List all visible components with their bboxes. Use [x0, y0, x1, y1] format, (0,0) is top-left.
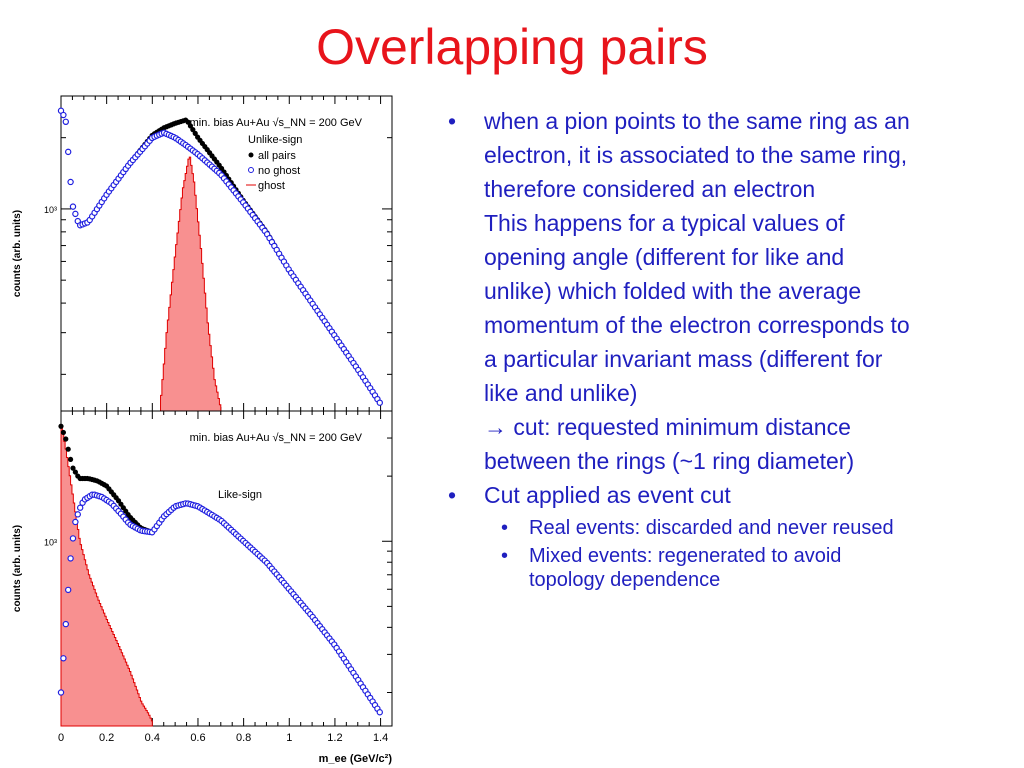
all-pairs-point — [190, 127, 196, 133]
ghost-histogram — [159, 156, 222, 412]
x-tick-label: 1.2 — [327, 732, 342, 744]
slide-title: Overlapping pairs — [316, 19, 708, 75]
sub-bullet-text-line: topology dependence — [529, 569, 721, 591]
no-ghost-point — [57, 689, 65, 696]
no-ghost-point — [76, 504, 84, 511]
y-tick-label: 10³ — [44, 537, 57, 547]
no-ghost-point — [60, 655, 67, 662]
no-ghost-point — [69, 203, 77, 210]
all-pairs-point — [67, 456, 74, 463]
bullet-marker: • — [448, 482, 457, 508]
chart-subtitle: Like-sign — [218, 489, 262, 501]
all-pairs-point — [72, 469, 78, 475]
no-ghost-point — [72, 518, 79, 526]
bullet-text-line: opening angle (different for like and — [484, 244, 845, 270]
all-pairs-point — [185, 119, 191, 125]
x-tick-label: 1 — [286, 732, 292, 744]
bullet-marker: • — [501, 545, 509, 567]
no-ghost-point — [67, 178, 74, 186]
bullet-text-line: a particular invariant mass (different f… — [484, 346, 883, 372]
all-pairs-point — [58, 423, 64, 429]
ghost-histogram — [60, 425, 153, 727]
x-tick-label: 0.4 — [145, 732, 160, 744]
no-ghost-point — [376, 709, 383, 716]
all-pairs-point — [63, 436, 69, 442]
plot-frame — [60, 95, 393, 412]
no-ghost-point — [74, 511, 81, 518]
bullet-text-line: Cut applied as event cut — [484, 482, 731, 508]
bullet-text-line: This happens for a typical values of — [484, 210, 845, 236]
all-pairs-point — [60, 429, 66, 436]
legend-label: all pairs — [258, 150, 296, 162]
legend-label: ghost — [258, 180, 285, 192]
bullet-text-line: momentum of the electron corresponds to — [484, 312, 910, 338]
x-axis-label: m_ee (GeV/c²) — [319, 753, 393, 765]
bullet-text-line: electron, it is associated to the same r… — [484, 142, 908, 168]
all-pairs-point — [70, 465, 76, 471]
no-ghost-point — [67, 555, 74, 562]
legend-label: no ghost — [258, 165, 300, 177]
legend-swatch-all-pairs — [248, 152, 254, 158]
bullet-marker: • — [448, 108, 457, 134]
x-tick-label: 0.8 — [236, 732, 251, 744]
no-ghost-point — [62, 620, 69, 628]
x-tick-label: 1.4 — [373, 732, 388, 744]
bullet-text-line: like and unlike) — [484, 380, 638, 406]
x-tick-label: 0.2 — [99, 732, 114, 744]
bullet-list: • when a pion points to the same ring as … — [440, 104, 1020, 592]
no-ghost-point — [64, 148, 72, 156]
sub-bullet-item: • Real events: discarded and never reused — [440, 516, 1020, 540]
all-pairs-point — [187, 123, 194, 129]
chart-panels: 10³ counts (arb. units) min. bias Au+Au √s… — [12, 95, 393, 765]
no-ghost-point — [72, 210, 79, 218]
all-pairs-point — [192, 130, 198, 136]
unlike-sign-panel: 10³ counts (arb. units) min. bias Au+Au √s… — [12, 95, 393, 412]
bullet-text-line: when a pion points to the same ring as a… — [484, 108, 910, 134]
bullet-text-line: → cut: requested minimum distance — [484, 414, 851, 440]
y-axis-label: counts (arb. units) — [12, 210, 23, 297]
x-tick-label: 0.6 — [190, 732, 205, 744]
bullet-text-line: between the rings (~1 ring diameter) — [484, 448, 855, 474]
sub-bullet-item: • Mixed events: regenerated to avoid topol… — [440, 544, 1020, 592]
x-tick-label: 0 — [58, 732, 64, 744]
chart-subtitle: Unlike-sign — [248, 134, 302, 146]
bullet-text-line: therefore considered an electron — [484, 176, 816, 202]
bullet-item: • when a pion points to the same ring as … — [440, 104, 1020, 478]
no-ghost-point — [376, 399, 383, 406]
no-ghost-point — [62, 118, 69, 126]
all-pairs-point — [65, 446, 71, 452]
chart-annotation: min. bias Au+Au √s_NN = 200 GeV — [190, 117, 363, 129]
y-tick-label: 10³ — [44, 205, 57, 215]
legend-swatch-no-ghost — [248, 167, 254, 173]
no-ghost-point — [69, 535, 77, 542]
y-axis-label: counts (arb. units) — [12, 525, 23, 612]
like-sign-panel: 10³ counts (arb. units) min. bias Au+Au √s… — [12, 410, 393, 765]
bullet-text-line: unlike) which folded with the average — [484, 278, 862, 304]
no-ghost-point — [64, 586, 72, 594]
sub-bullet-text-line: Real events: discarded and never reused — [529, 517, 894, 539]
chart-annotation: min. bias Au+Au √s_NN = 200 GeV — [190, 432, 363, 444]
bullet-item: • Cut applied as event cut — [440, 478, 1020, 512]
sub-bullet-text-line: Mixed events: regenerated to avoid — [529, 545, 842, 567]
bullet-marker: • — [501, 517, 509, 539]
no-ghost-point — [60, 111, 67, 119]
